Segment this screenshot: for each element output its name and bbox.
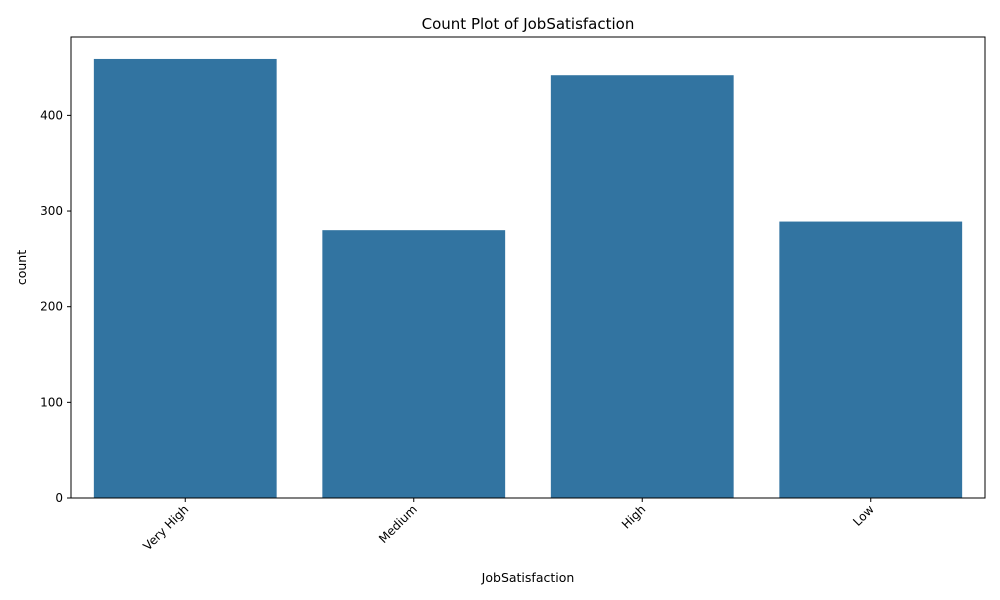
y-tick-label: 0 <box>55 491 63 505</box>
x-axis-ticks: Very High Medium High Low <box>140 498 877 553</box>
y-tick-label: 400 <box>40 108 63 122</box>
y-tick-label: 100 <box>40 395 63 409</box>
plot-frame <box>70 36 986 499</box>
chart-title: Count Plot of JobSatisfaction <box>422 15 635 33</box>
x-axis-label: JobSatisfaction <box>481 570 575 585</box>
bars-group <box>93 58 963 498</box>
bar-very-high <box>93 58 277 498</box>
y-tick-label: 300 <box>40 204 63 218</box>
x-tick-label: Very High <box>140 502 191 553</box>
y-axis-ticks: 0 100 200 300 400 <box>40 108 71 505</box>
bar-medium <box>322 230 506 498</box>
x-tick-label: High <box>619 502 648 531</box>
y-axis-label: count <box>14 250 29 285</box>
x-tick-label: Medium <box>376 502 420 546</box>
x-tick-label: Low <box>850 502 877 529</box>
bar-high <box>550 75 734 498</box>
bar-low <box>779 221 963 498</box>
y-tick-label: 200 <box>40 300 63 314</box>
